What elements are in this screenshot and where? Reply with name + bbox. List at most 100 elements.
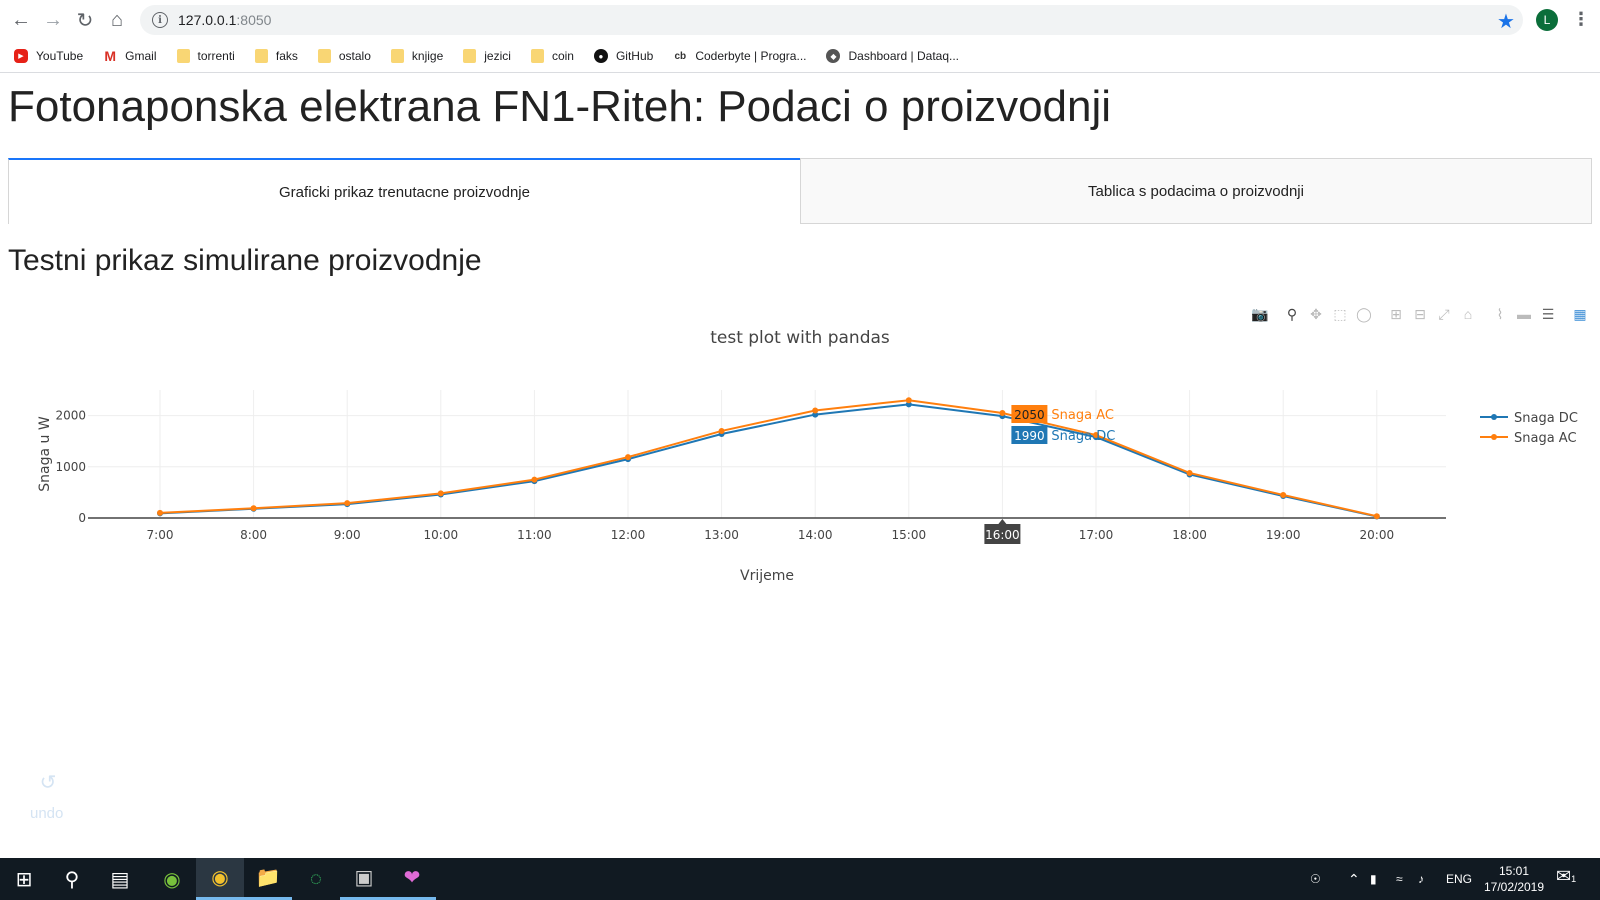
page-title: Fotonaponska elektrana FN1-Riteh: Podaci… xyxy=(8,82,1112,131)
folder-icon xyxy=(390,49,404,63)
tab-graficki-prikaz[interactable]: Graficki prikaz trenutacne proizvodnje xyxy=(8,158,800,224)
forward-icon[interactable]: → xyxy=(43,8,63,31)
zoom-in-icon[interactable]: ⊞ xyxy=(1390,305,1402,322)
series-line xyxy=(159,399,1378,518)
x-tick-label: 14:00 xyxy=(798,528,833,542)
lasso-select-icon[interactable]: ◯ xyxy=(1356,305,1372,322)
browser-menu-icon[interactable]: ⋮ xyxy=(1572,9,1590,29)
hover-compare-icon[interactable]: ☰ xyxy=(1541,305,1555,322)
bookmark-item[interactable]: ◆ Dashboard | Dataq... xyxy=(826,49,959,63)
tab-bar: Graficki prikaz trenutacne proizvodnje T… xyxy=(8,158,1592,226)
bookmark-item[interactable]: coin xyxy=(530,49,574,63)
y-tick-label: 1000 xyxy=(55,460,86,474)
bookmark-label: knjige xyxy=(411,49,444,63)
browser-toolbar: ← → ↻ ⌂ i 127.0.0.1:8050 ★ L ⋮ xyxy=(0,0,1600,40)
data-point xyxy=(1186,469,1193,476)
spikelines-icon[interactable]: ⌇ xyxy=(1496,305,1504,322)
data-point xyxy=(625,454,631,461)
zoom-out-icon[interactable]: ⊟ xyxy=(1414,305,1426,322)
bookmark-label: GitHub xyxy=(615,49,654,63)
x-tick-label: 8:00 xyxy=(240,528,267,542)
notifications-icon[interactable]: ✉1 xyxy=(1556,866,1577,886)
y-tick-label: 2000 xyxy=(55,409,86,423)
site-info-icon[interactable]: i xyxy=(152,12,168,28)
y-tick-label: 0 xyxy=(78,511,86,525)
spinner-app-icon[interactable]: ◌ xyxy=(310,867,322,890)
bookmark-item[interactable]: ▶ YouTube xyxy=(14,49,83,63)
dataquest-icon: ◆ xyxy=(826,49,841,63)
folder-icon xyxy=(317,49,331,63)
wifi-icon[interactable]: ≈ xyxy=(1396,872,1403,886)
zoom-icon[interactable]: ⚲ xyxy=(1286,305,1298,322)
bookmark-item[interactable]: ostalo xyxy=(317,49,371,63)
folder-icon xyxy=(176,49,190,63)
terminal-icon[interactable]: ▣ xyxy=(340,858,388,900)
bookmark-item[interactable]: jezici xyxy=(463,49,511,63)
system-clock[interactable]: 15:01 17/02/2019 xyxy=(1478,863,1550,895)
data-point xyxy=(250,505,257,512)
bookmark-item[interactable]: M Gmail xyxy=(103,48,157,64)
legend-label: Snaga DC xyxy=(1514,411,1578,426)
bookmark-label: YouTube xyxy=(36,49,84,63)
pan-icon[interactable]: ✥ xyxy=(1310,305,1322,322)
hover-value-box xyxy=(1011,405,1048,423)
tab-tablica[interactable]: Tablica s podacima o proizvodnji xyxy=(800,158,1592,224)
x-tick-label: 20:00 xyxy=(1360,528,1395,542)
search-icon[interactable]: ⚲ xyxy=(64,868,80,891)
hover-x-label-arrow xyxy=(998,519,1007,524)
x-tick-label: 7:00 xyxy=(147,528,174,542)
legend-label: Snaga AC xyxy=(1514,431,1577,446)
data-point xyxy=(905,397,912,404)
x-tick-label: 12:00 xyxy=(611,528,646,542)
address-bar[interactable]: i 127.0.0.1:8050 xyxy=(140,5,1523,35)
gmail-icon: M xyxy=(104,48,116,64)
bookmark-item[interactable]: faks xyxy=(254,49,298,63)
folder-icon xyxy=(254,49,268,63)
reload-icon[interactable]: ↻ xyxy=(76,9,94,32)
home-icon[interactable]: ⌂ xyxy=(110,8,124,31)
folder-icon xyxy=(530,49,544,63)
data-point xyxy=(1373,513,1380,520)
bookmark-label: ostalo xyxy=(338,49,371,63)
file-explorer-icon[interactable]: 📁 xyxy=(244,858,292,900)
bookmark-item[interactable]: knjige xyxy=(390,49,444,63)
profile-avatar[interactable]: L xyxy=(1536,9,1558,31)
camera-icon[interactable]: 📷 xyxy=(1251,305,1269,322)
legend-marker xyxy=(1491,434,1497,440)
utorrent-icon[interactable]: ◉ xyxy=(163,868,181,891)
github-icon: ● xyxy=(593,49,608,63)
chrome-icon[interactable]: ◉ xyxy=(196,858,244,900)
notification-count: 1 xyxy=(1571,874,1577,884)
box-select-icon[interactable]: ⬚ xyxy=(1333,305,1347,322)
hover-closest-icon[interactable]: ▬ xyxy=(1517,306,1531,322)
hover-value: 1990 xyxy=(1014,429,1045,443)
battery-icon[interactable]: ▮ xyxy=(1370,872,1377,886)
x-tick-label: 11:00 xyxy=(517,528,552,542)
back-icon[interactable]: ← xyxy=(11,8,31,31)
undo-icon[interactable]: ↺ xyxy=(39,772,57,794)
undo-button[interactable]: undo xyxy=(30,805,64,822)
bookmark-star-icon[interactable]: ★ xyxy=(1497,11,1515,33)
bookmark-item[interactable]: torrenti xyxy=(176,49,235,63)
data-point xyxy=(531,476,538,483)
bookmark-label: torrenti xyxy=(197,49,235,63)
tray-expand-icon[interactable]: ⌃ xyxy=(1348,870,1360,887)
paint-app-icon[interactable]: ❤ xyxy=(388,858,436,900)
windows-start-icon[interactable]: ⊞ xyxy=(15,868,33,891)
x-tick-label: 13:00 xyxy=(704,528,739,542)
reset-axes-icon[interactable]: ⌂ xyxy=(1463,306,1473,322)
production-line-chart[interactable]: test plot with pandas 0 1000 2000 7:00 8:00 9:… xyxy=(0,320,1600,590)
task-view-icon[interactable]: ▤ xyxy=(110,868,130,891)
bookmark-item[interactable]: ● GitHub xyxy=(593,49,654,63)
data-point xyxy=(1280,491,1287,498)
x-axis-title: Vrijeme xyxy=(740,568,794,584)
autoscale-icon[interactable]: ⤢ xyxy=(1438,305,1450,322)
hover-value: 2050 xyxy=(1014,408,1045,422)
language-indicator[interactable]: ENG xyxy=(1446,872,1473,886)
volume-icon[interactable]: ♪ xyxy=(1418,872,1424,886)
bookmark-label: Gmail xyxy=(125,49,157,63)
people-icon[interactable]: ☉ xyxy=(1310,872,1321,886)
plotly-logo-icon[interactable]: ▦ xyxy=(1573,305,1587,322)
hover-x-label: 16:00 xyxy=(985,528,1020,542)
bookmark-item[interactable]: cb Coderbyte | Progra... xyxy=(673,49,806,63)
